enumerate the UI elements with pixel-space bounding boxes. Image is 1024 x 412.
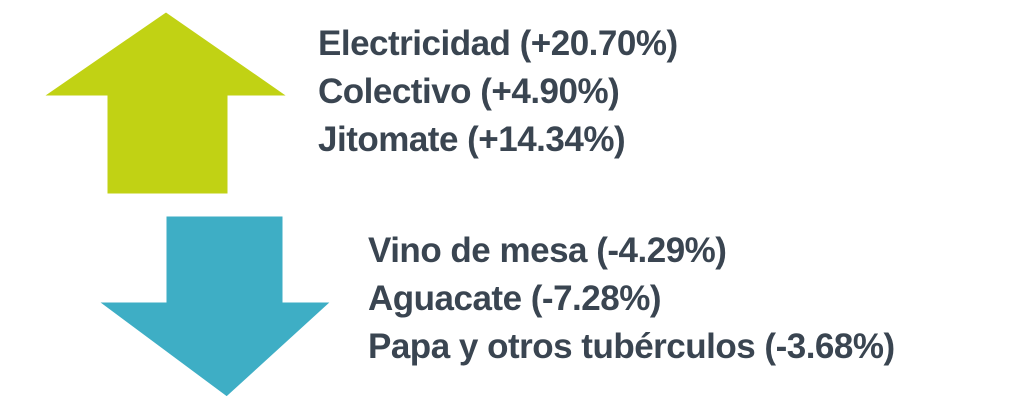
decrease-item-papa-y-otros-tuberculos: Papa y otros tubérculos (-3.68%) [368, 327, 895, 366]
increase-item-electricidad: Electricidad (+20.70%) [318, 24, 678, 63]
increases-list: Electricidad (+20.70%) Colectivo (+4.90%… [318, 20, 678, 164]
up-arrow-icon [16, 1, 315, 203]
increase-item-colectivo: Colectivo (+4.90%) [318, 72, 620, 111]
down-arrow-icon [73, 207, 353, 408]
increase-item-jitomate: Jitomate (+14.34%) [318, 120, 626, 159]
decreases-list: Vino de mesa (-4.29%) Aguacate (-7.28%) … [368, 227, 895, 371]
decrease-item-vino-de-mesa: Vino de mesa (-4.29%) [368, 231, 727, 270]
decrease-item-aguacate: Aguacate (-7.28%) [368, 279, 661, 318]
